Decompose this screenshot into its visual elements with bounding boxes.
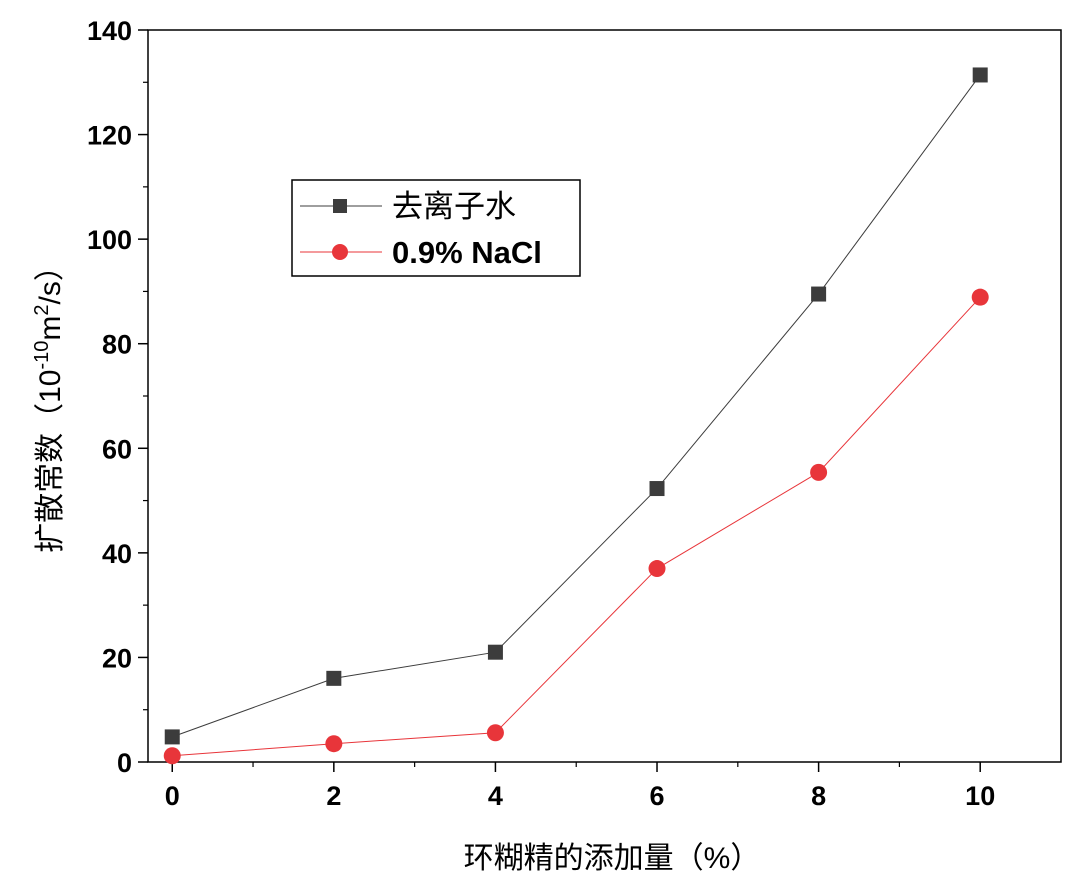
y-axis-title: 扩散常数（10-10m2/s） bbox=[31, 251, 67, 553]
series-deionized-water bbox=[164, 67, 988, 745]
x-tick-label: 6 bbox=[650, 781, 665, 811]
data-point bbox=[811, 286, 827, 302]
data-point bbox=[325, 735, 343, 753]
y-tick-label: 100 bbox=[87, 225, 132, 255]
data-point bbox=[972, 67, 988, 83]
data-point bbox=[326, 670, 342, 686]
legend-marker-square bbox=[333, 199, 347, 213]
data-point bbox=[971, 288, 989, 306]
data-point bbox=[486, 724, 504, 742]
y-tick-label: 80 bbox=[102, 330, 132, 360]
series-nacl bbox=[163, 288, 989, 765]
y-tick-label: 140 bbox=[87, 16, 132, 46]
y-axis-title-exponent: -10 bbox=[31, 341, 53, 370]
legend-item-deionized-water: 去离子水 bbox=[300, 189, 516, 224]
legend: 去离子水 0.9% NaCl bbox=[291, 179, 581, 277]
series-line bbox=[172, 296, 981, 757]
y-tick-label: 60 bbox=[102, 434, 132, 464]
data-point bbox=[487, 644, 503, 660]
series-layer bbox=[163, 67, 989, 765]
x-axis-title: 环糊精的添加量（%） bbox=[464, 842, 761, 875]
data-point bbox=[164, 729, 180, 745]
plot-border bbox=[147, 29, 1062, 763]
y-axis-title-main: 扩散常数（10 bbox=[34, 370, 67, 553]
x-axis: 0 2 4 6 8 10 bbox=[165, 762, 995, 811]
y-tick-label: 120 bbox=[87, 121, 132, 151]
data-point bbox=[810, 463, 828, 481]
data-point bbox=[163, 747, 181, 765]
x-tick-label: 0 bbox=[165, 781, 180, 811]
legend-item-nacl: 0.9% NaCl bbox=[300, 235, 542, 270]
y-tick-label: 20 bbox=[102, 643, 132, 673]
y-axis-title-unit-exponent: 2 bbox=[31, 304, 53, 315]
x-tick-label: 8 bbox=[811, 781, 826, 811]
y-tick-label: 40 bbox=[102, 539, 132, 569]
x-tick-label: 4 bbox=[488, 781, 503, 811]
data-point bbox=[648, 560, 666, 578]
x-tick-label: 10 bbox=[965, 781, 995, 811]
legend-label-nacl: 0.9% NaCl bbox=[392, 235, 542, 270]
plot-frame bbox=[147, 29, 1062, 763]
y-axis-title-end: /s） bbox=[34, 251, 67, 304]
data-point bbox=[649, 481, 665, 497]
y-axis-title-unit: m bbox=[34, 316, 67, 341]
legend-marker-circle bbox=[332, 244, 348, 260]
legend-label-deionized-water: 去离子水 bbox=[392, 189, 516, 224]
y-tick-label: 0 bbox=[117, 748, 132, 778]
series-line bbox=[172, 74, 981, 738]
y-axis: 0 20 40 60 80 100 120 140 bbox=[87, 16, 148, 778]
x-tick-label: 2 bbox=[326, 781, 341, 811]
